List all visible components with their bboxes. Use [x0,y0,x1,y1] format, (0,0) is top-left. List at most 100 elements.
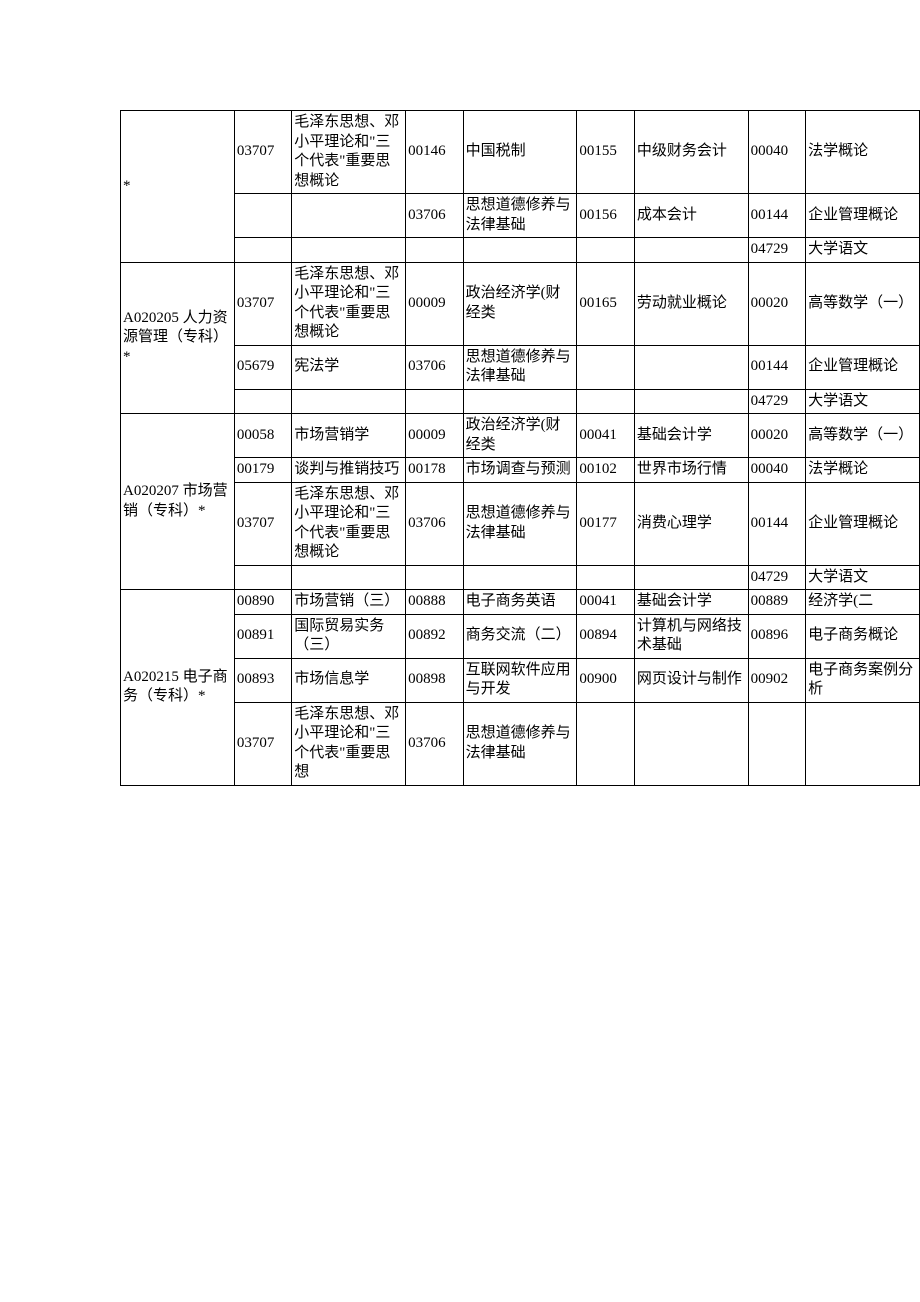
table-row: 04729 大学语文 [121,565,920,590]
course-code: 04729 [748,238,805,263]
course-name: 思想道德修养与法律基础 [463,194,577,238]
course-code: 03707 [234,702,291,785]
course-name: 毛泽东思想、邓小平理论和"三个代表"重要思想概论 [292,262,406,345]
course-code [748,702,805,785]
course-name: 思想道德修养与法律基础 [463,482,577,565]
course-name: 中国税制 [463,111,577,194]
course-code [406,238,463,263]
course-table: * 03707 毛泽东思想、邓小平理论和"三个代表"重要思想概论 00146 中… [120,110,920,786]
course-code: 00889 [748,590,805,615]
course-code: 00102 [577,458,634,483]
course-code: 03706 [406,482,463,565]
course-name: 电子商务案例分析 [806,658,920,702]
course-code [406,565,463,590]
table-row: 00891 国际贸易实务（三） 00892 商务交流（二） 00894 计算机与… [121,614,920,658]
course-code: 00040 [748,458,805,483]
course-code [406,389,463,414]
course-name [463,389,577,414]
major-cell: A020207 市场营销（专科）* [121,414,235,590]
course-code: 00020 [748,414,805,458]
course-name: 网页设计与制作 [634,658,748,702]
course-name: 企业管理概论 [806,482,920,565]
course-code: 00020 [748,262,805,345]
course-name: 法学概论 [806,458,920,483]
course-name: 世界市场行情 [634,458,748,483]
course-name [634,238,748,263]
course-name: 市场营销学 [292,414,406,458]
course-name [634,345,748,389]
course-name: 电子商务概论 [806,614,920,658]
course-name: 谈判与推销技巧 [292,458,406,483]
course-code: 05679 [234,345,291,389]
course-name: 市场调查与预测 [463,458,577,483]
course-code: 00040 [748,111,805,194]
table-row: 03707 毛泽东思想、邓小平理论和"三个代表"重要思想 03706 思想道德修… [121,702,920,785]
course-code: 03706 [406,194,463,238]
course-name: 企业管理概论 [806,194,920,238]
table-row: 00893 市场信息学 00898 互联网软件应用与开发 00900 网页设计与… [121,658,920,702]
course-code: 04729 [748,565,805,590]
course-name: 大学语文 [806,389,920,414]
course-name [292,389,406,414]
course-code: 00902 [748,658,805,702]
course-name [634,565,748,590]
table-row: 00179 谈判与推销技巧 00178 市场调查与预测 00102 世界市场行情… [121,458,920,483]
course-code [577,389,634,414]
course-code: 00891 [234,614,291,658]
course-code: 00146 [406,111,463,194]
course-code: 00893 [234,658,291,702]
table-row: A020215 电子商务（专科）* 00890 市场营销（三） 00888 电子… [121,590,920,615]
table-row: 03707 毛泽东思想、邓小平理论和"三个代表"重要思想概论 03706 思想道… [121,482,920,565]
table-row: 04729 大学语文 [121,389,920,414]
course-code: 00058 [234,414,291,458]
course-name: 市场信息学 [292,658,406,702]
course-code: 00894 [577,614,634,658]
course-code [234,389,291,414]
course-name: 基础会计学 [634,590,748,615]
course-name [463,238,577,263]
course-name [806,702,920,785]
course-name: 互联网软件应用与开发 [463,658,577,702]
table-row: 05679 宪法学 03706 思想道德修养与法律基础 00144 企业管理概论 [121,345,920,389]
course-name: 高等数学（一） [806,262,920,345]
course-name: 思想道德修养与法律基础 [463,345,577,389]
course-name: 基础会计学 [634,414,748,458]
table-row: 03706 思想道德修养与法律基础 00156 成本会计 00144 企业管理概… [121,194,920,238]
course-code: 00888 [406,590,463,615]
course-code: 00898 [406,658,463,702]
table-row: * 03707 毛泽东思想、邓小平理论和"三个代表"重要思想概论 00146 中… [121,111,920,194]
course-code: 00890 [234,590,291,615]
course-name: 商务交流（二） [463,614,577,658]
course-code: 00144 [748,482,805,565]
course-code: 03707 [234,262,291,345]
course-code: 00892 [406,614,463,658]
course-name: 思想道德修养与法律基础 [463,702,577,785]
course-code: 03707 [234,111,291,194]
course-name: 宪法学 [292,345,406,389]
course-code: 00041 [577,590,634,615]
course-code [577,345,634,389]
course-name: 中级财务会计 [634,111,748,194]
course-name [292,194,406,238]
course-code: 00165 [577,262,634,345]
major-cell: * [121,111,235,263]
course-name [463,565,577,590]
table-row: A020207 市场营销（专科）* 00058 市场营销学 00009 政治经济… [121,414,920,458]
course-name: 消费心理学 [634,482,748,565]
course-name: 大学语文 [806,238,920,263]
course-code: 03706 [406,345,463,389]
course-name [634,389,748,414]
table-row: A020205 人力资源管理（专科）* 03707 毛泽东思想、邓小平理论和"三… [121,262,920,345]
course-code: 00177 [577,482,634,565]
course-name: 毛泽东思想、邓小平理论和"三个代表"重要思想概论 [292,482,406,565]
course-code: 00178 [406,458,463,483]
course-code: 03707 [234,482,291,565]
major-cell: A020215 电子商务（专科）* [121,590,235,786]
course-code: 00896 [748,614,805,658]
course-code [577,565,634,590]
course-code: 00155 [577,111,634,194]
course-code [577,702,634,785]
table-row: 04729 大学语文 [121,238,920,263]
course-name: 大学语文 [806,565,920,590]
course-code: 00009 [406,262,463,345]
